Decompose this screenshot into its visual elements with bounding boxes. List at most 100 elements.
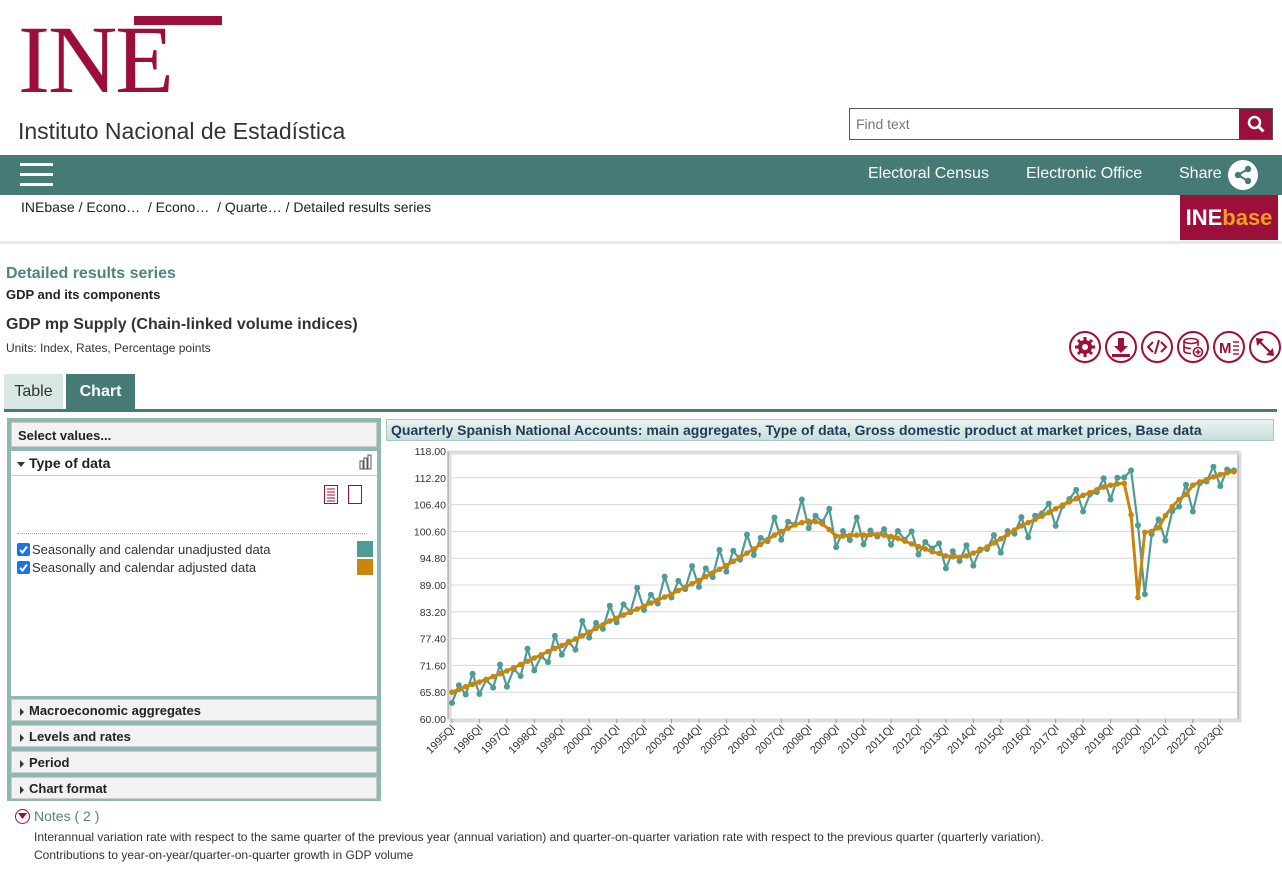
data-point	[991, 540, 997, 546]
data-point	[1134, 522, 1141, 529]
data-point	[956, 554, 963, 561]
x-tick-label: 2018QI	[1055, 723, 1089, 757]
checkbox-checked[interactable]	[17, 543, 30, 556]
data-point	[586, 634, 593, 641]
data-point	[860, 532, 867, 538]
search-input[interactable]	[850, 109, 1239, 139]
option-unadjusted[interactable]: Seasonally and calendar unadjusted data	[17, 542, 271, 557]
embed-code-icon[interactable]	[1141, 331, 1173, 363]
nav-electoral-census[interactable]: Electoral Census	[868, 165, 989, 182]
logo-text: INE	[18, 6, 174, 113]
data-point	[990, 532, 997, 539]
data-point	[620, 612, 627, 618]
data-point	[1100, 484, 1107, 490]
group-period[interactable]: Period	[11, 751, 377, 773]
option-adjusted[interactable]: Seasonally and calendar adjusted data	[17, 560, 256, 575]
data-point	[915, 543, 922, 550]
data-point	[997, 549, 1004, 556]
data-point	[531, 655, 538, 661]
x-tick-label: 1996QI	[452, 723, 486, 757]
chevron-down-icon	[15, 808, 30, 824]
share-icon[interactable]	[1228, 160, 1258, 190]
database-add-icon[interactable]	[1177, 331, 1209, 363]
checkbox-checked[interactable]	[17, 561, 30, 574]
data-point	[812, 518, 819, 525]
notes-toggle[interactable]: Notes ( 2 )	[15, 808, 99, 824]
data-point	[524, 658, 531, 665]
data-point	[846, 537, 853, 544]
breadcrumb-item[interactable]: Quarte…	[224, 199, 282, 215]
data-point	[634, 606, 641, 612]
data-point	[970, 550, 977, 556]
data-point	[901, 538, 908, 544]
data-point	[915, 551, 922, 558]
data-point	[1032, 516, 1038, 523]
data-point	[771, 532, 778, 538]
tab-underline	[4, 409, 1277, 412]
x-tick-label: 2014QI	[945, 723, 979, 757]
data-point	[1073, 486, 1080, 493]
breadcrumb-item[interactable]: Econo…	[155, 199, 210, 215]
data-point	[551, 632, 558, 639]
menu-icon[interactable]	[20, 163, 53, 187]
select-all-icon[interactable]	[324, 485, 338, 504]
data-point	[1107, 482, 1114, 488]
data-point	[840, 533, 846, 539]
data-point	[750, 551, 757, 558]
search-button[interactable]	[1239, 109, 1272, 139]
data-point	[922, 539, 929, 546]
data-point	[531, 667, 538, 674]
selection-panel: Select values... Type of data Seasonally…	[7, 418, 381, 801]
y-tick-label: 89.00	[420, 580, 446, 592]
type-of-data-header[interactable]: Type of data	[11, 451, 377, 476]
group-macroeconomic-aggregates[interactable]: Macroeconomic aggregates	[11, 699, 377, 721]
group-levels-and-rates[interactable]: Levels and rates	[11, 725, 377, 747]
data-point	[840, 527, 846, 534]
data-point	[1176, 503, 1183, 510]
data-point	[1162, 537, 1169, 544]
nav-electronic-office[interactable]: Electronic Office	[1026, 165, 1143, 182]
y-tick-label: 94.80	[420, 553, 446, 565]
series-color-swatch	[357, 559, 373, 575]
data-point	[503, 683, 510, 690]
data-point	[696, 577, 702, 584]
hierarchy-icon[interactable]	[359, 454, 373, 470]
data-point	[867, 527, 874, 534]
metadata-icon[interactable]: M	[1213, 331, 1245, 363]
data-point	[1210, 474, 1217, 480]
data-point	[984, 544, 990, 550]
data-point	[977, 547, 983, 554]
data-point	[599, 625, 606, 632]
toolbar: M	[1069, 331, 1281, 363]
download-icon[interactable]	[1105, 331, 1137, 363]
gear-icon[interactable]	[1069, 331, 1101, 363]
x-tick-label: 2013QI	[918, 723, 952, 757]
data-point	[572, 636, 579, 642]
data-point	[785, 525, 791, 531]
nav-share[interactable]: Share	[1179, 165, 1222, 182]
data-point	[1059, 502, 1066, 508]
ine-logo[interactable]: INE	[18, 6, 222, 113]
breadcrumb-item[interactable]: Econo…	[86, 199, 141, 215]
tab-chart[interactable]: Chart	[66, 374, 135, 410]
data-point	[1224, 469, 1230, 476]
data-point	[1087, 489, 1093, 496]
y-tick-label: 60.00	[420, 714, 446, 726]
line-chart: 60.00 65.80 71.60 77.40 83.20 89.00 94.80 100.6…	[414, 446, 1242, 757]
breadcrumb-item[interactable]: INEbase	[21, 199, 75, 215]
inebase-logo[interactable]: INE base	[1180, 195, 1278, 240]
group-chart-format[interactable]: Chart format	[11, 777, 377, 799]
data-point	[936, 550, 942, 557]
data-point	[1025, 519, 1032, 526]
select-values-header: Select values...	[11, 422, 377, 447]
breadcrumb-current: Detailed results series	[293, 199, 432, 215]
data-point	[490, 673, 496, 680]
tab-table[interactable]: Table	[4, 374, 63, 410]
data-point	[970, 562, 977, 569]
group-label: Chart format	[29, 781, 108, 796]
data-point	[1018, 514, 1025, 521]
section-title: Detailed results series	[6, 265, 176, 282]
expand-icon[interactable]	[1249, 331, 1281, 363]
series-color-swatch	[357, 541, 373, 557]
deselect-all-icon[interactable]	[348, 485, 362, 504]
